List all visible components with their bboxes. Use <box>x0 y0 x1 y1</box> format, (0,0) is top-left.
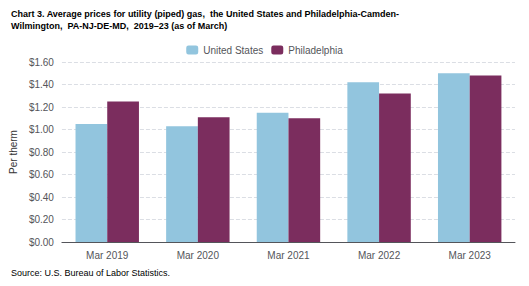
svg-text:$0.40: $0.40 <box>29 192 54 203</box>
svg-text:United States: United States <box>203 45 263 56</box>
svg-text:Wilmington, PA-NJ-DE-MD, 201: Wilmington, PA-NJ-DE-MD, 2019–23 (as of … <box>11 21 227 31</box>
svg-text:Mar 2022: Mar 2022 <box>358 250 401 261</box>
svg-text:$0.00: $0.00 <box>29 237 54 248</box>
svg-text:$1.00: $1.00 <box>29 124 54 135</box>
svg-text:Per therm: Per therm <box>8 130 19 174</box>
svg-text:$0.60: $0.60 <box>29 169 54 180</box>
svg-text:Source: U.S. Bureau of Labor S: Source: U.S. Bureau of Labor Statistics. <box>11 268 170 278</box>
svg-text:Mar 2023: Mar 2023 <box>449 250 492 261</box>
svg-text:Chart 3. Average prices for ut: Chart 3. Average prices for utility (pip… <box>11 9 399 19</box>
svg-text:Mar 2020: Mar 2020 <box>177 250 220 261</box>
svg-text:Mar 2021: Mar 2021 <box>267 250 310 261</box>
svg-text:$0.80: $0.80 <box>29 147 54 158</box>
svg-text:$1.40: $1.40 <box>29 79 54 90</box>
svg-text:$1.60: $1.60 <box>29 57 54 68</box>
svg-text:$0.20: $0.20 <box>29 214 54 225</box>
svg-text:Philadelphia: Philadelphia <box>288 45 343 56</box>
svg-text:Mar 2019: Mar 2019 <box>86 250 129 261</box>
svg-text:$1.20: $1.20 <box>29 102 54 113</box>
